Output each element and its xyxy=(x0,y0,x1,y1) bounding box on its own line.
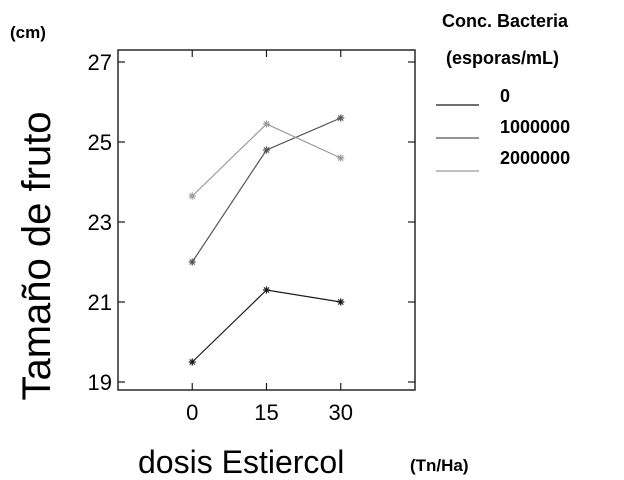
plot-frame xyxy=(117,49,416,391)
x-axis-label: dosis Estiercol xyxy=(138,444,344,480)
x-tick-label: 15 xyxy=(254,400,278,425)
y-axis-unit: (cm) xyxy=(10,23,46,42)
x-axis-unit: (Tn/Ha) xyxy=(410,456,469,475)
x-tick-label: 0 xyxy=(186,400,198,425)
series-layer xyxy=(188,114,345,366)
data-point-marker xyxy=(262,120,271,128)
data-point-marker xyxy=(188,258,196,266)
axis-ticks: 19 21 23 25 27 0 15 30 xyxy=(88,50,415,425)
y-tick-label: 27 xyxy=(88,50,112,75)
legend: Conc. Bacteria (esporas/mL) 0 1000000 2000… xyxy=(436,11,570,172)
data-point-marker xyxy=(262,146,271,154)
data-point-marker xyxy=(337,154,345,162)
y-axis-label: Tamaño de fruto xyxy=(15,111,59,400)
legend-title-line-2: (esporas/mL) xyxy=(446,48,559,68)
legend-label: 0 xyxy=(500,86,510,106)
data-point-marker xyxy=(337,298,345,306)
x-tick-label: 30 xyxy=(329,400,353,425)
series-2 xyxy=(188,120,345,200)
y-tick-label: 21 xyxy=(88,290,112,315)
series-line xyxy=(191,289,341,363)
series-0 xyxy=(188,286,345,366)
y-tick-label: 25 xyxy=(88,130,112,155)
y-tick-label: 19 xyxy=(88,370,112,395)
y-tick-label: 23 xyxy=(88,210,112,235)
series-line xyxy=(191,117,341,263)
series-1 xyxy=(188,114,345,266)
legend-title-line-1: Conc. Bacteria xyxy=(442,11,569,31)
legend-label: 2000000 xyxy=(500,148,570,168)
data-point-marker xyxy=(188,192,196,200)
data-point-marker xyxy=(188,358,196,366)
series-line xyxy=(191,123,341,197)
data-point-marker xyxy=(262,286,271,294)
legend-label: 1000000 xyxy=(500,117,570,137)
data-point-marker xyxy=(337,114,345,122)
